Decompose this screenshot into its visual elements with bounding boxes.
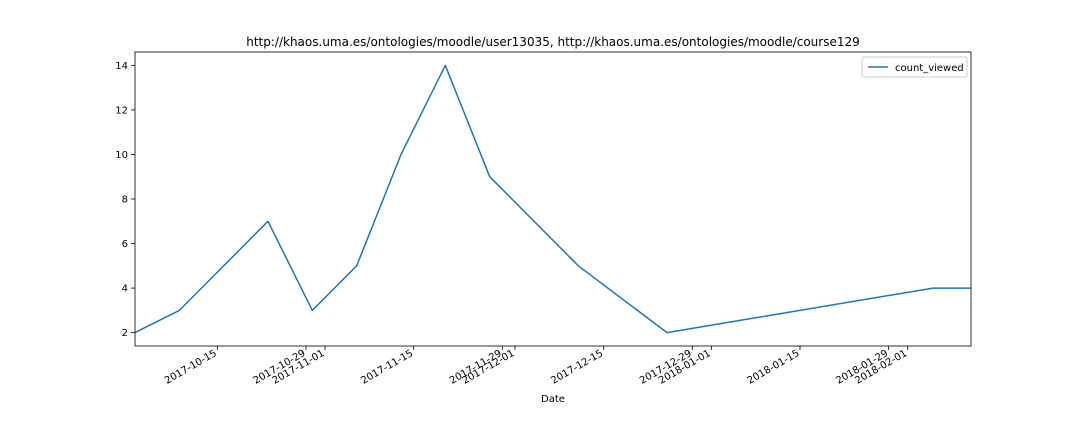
legend: count_viewed xyxy=(861,56,968,78)
legend-box xyxy=(861,56,968,78)
x-tick-label: 2017-10-15 xyxy=(163,348,219,387)
y-tick-label: 14 xyxy=(115,61,128,72)
y-axis-ticks: 2 4 6 8 10 12 14 xyxy=(115,61,135,339)
legend-label-count-viewed: count_viewed xyxy=(895,63,964,74)
x-tick-label: 2017-12-15 xyxy=(549,348,605,387)
y-tick-label: 2 xyxy=(122,328,128,339)
x-tick-label: 2018-01-15 xyxy=(746,348,802,387)
y-tick-label: 4 xyxy=(122,284,128,295)
x-tick-label: 2017-11-15 xyxy=(359,348,415,387)
series-line-count-viewed xyxy=(134,64,971,334)
x-axis-label: Date xyxy=(541,394,565,405)
plot-frame xyxy=(134,51,972,347)
y-tick-label: 6 xyxy=(122,239,128,250)
y-tick-label: 10 xyxy=(115,150,128,161)
y-tick-label: 8 xyxy=(122,195,128,206)
y-tick-label: 12 xyxy=(115,105,128,116)
chart-title: http://khaos.uma.es/ontologies/moodle/us… xyxy=(246,35,860,49)
